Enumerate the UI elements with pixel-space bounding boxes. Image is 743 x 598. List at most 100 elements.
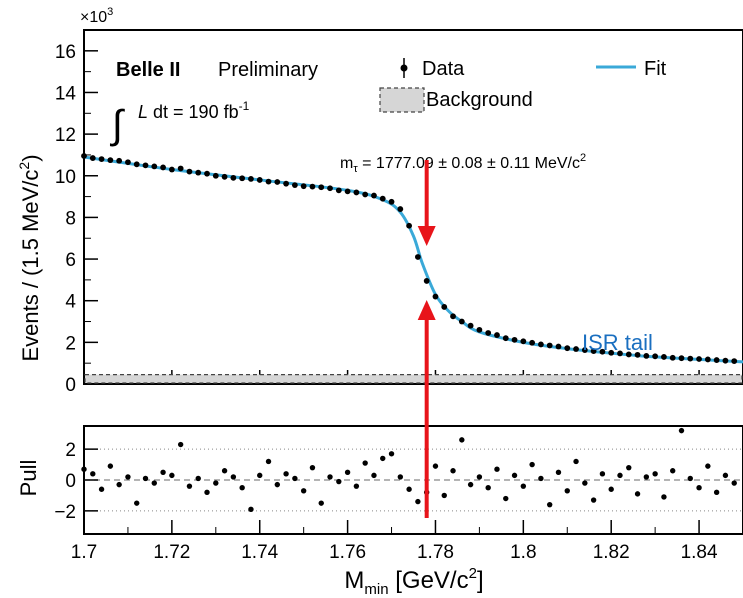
data-point (432, 293, 439, 300)
main-plot-frame (83, 29, 743, 385)
pull-point (221, 468, 228, 474)
pull-point (564, 488, 570, 494)
data-point (151, 163, 158, 170)
legend-background-box (379, 87, 425, 113)
data-point (204, 170, 210, 177)
pull-point (134, 500, 140, 506)
data-point (652, 353, 659, 360)
pull-point (248, 506, 254, 513)
pull-point (116, 481, 122, 488)
data-point (335, 187, 342, 194)
pull-point (599, 471, 606, 477)
data-point (353, 189, 360, 196)
isr-tail-annotation: ISR tail (582, 330, 653, 355)
pull-point (353, 483, 360, 489)
data-point (722, 357, 729, 364)
pull-point (362, 460, 368, 466)
pull-point (257, 472, 263, 479)
data-point (89, 155, 96, 161)
pull-point (450, 468, 456, 474)
pull-point (687, 475, 693, 482)
data-point (168, 166, 175, 173)
pull-point (344, 469, 351, 475)
arrow-down-head (417, 226, 436, 246)
pull-point (476, 474, 483, 480)
data-point (704, 356, 711, 363)
data-point (256, 177, 263, 183)
data-point (423, 278, 430, 284)
data-point (195, 169, 202, 176)
pull-x-ticks: 1.7 1.72 1.74 1.76 1.78 1.8 1.82 1.84 (71, 520, 743, 563)
x-tick-label: 1.8 (510, 542, 536, 563)
data-point (221, 173, 228, 180)
data-point (265, 178, 272, 185)
pull-point (441, 492, 447, 499)
data-point (485, 330, 492, 336)
mass-result-sup: 2 (580, 152, 586, 164)
main-y-tick-label: 16 (55, 42, 76, 63)
pull-point (177, 441, 184, 448)
main-y-tick-label: 14 (55, 83, 77, 104)
pull-point (415, 498, 421, 505)
data-point (546, 342, 553, 349)
data-point (634, 351, 641, 358)
pull-point (705, 463, 711, 469)
pull-point (696, 485, 702, 491)
status-label: Preliminary (218, 59, 318, 81)
pull-y-tick-label: 2 (65, 440, 76, 461)
data-point (371, 192, 377, 199)
data-point (731, 358, 738, 364)
pull-point (239, 485, 245, 491)
data-point (388, 198, 395, 205)
pull-point (590, 497, 597, 503)
pull-point (265, 458, 272, 465)
data-point (248, 175, 254, 182)
data-point (538, 341, 544, 348)
legend-background-label: Background (426, 89, 533, 111)
pull-point (617, 472, 623, 479)
pull-point (397, 474, 404, 480)
main-y-tick-label: 12 (55, 125, 76, 146)
pull-point (125, 474, 131, 480)
data-point (186, 168, 193, 175)
data-point (520, 338, 527, 345)
data-point (116, 157, 123, 164)
pull-point (713, 489, 720, 496)
legend-fit-label: Fit (644, 58, 667, 80)
pull-point (731, 480, 737, 486)
data-point (590, 348, 597, 354)
data-point (511, 336, 518, 343)
pull-point (494, 466, 500, 472)
data-point (177, 165, 184, 172)
pull-point (573, 458, 579, 465)
pull-point (380, 455, 386, 462)
data-point (344, 188, 351, 195)
pull-point (626, 464, 632, 471)
data-point (212, 172, 219, 179)
x-tick-label: 1.76 (329, 542, 366, 563)
pull-point (678, 427, 685, 434)
pull-point (538, 475, 544, 482)
main-y-tick-label: 10 (55, 167, 76, 188)
x-axis-label: Mmin [GeV/c2] (344, 565, 483, 598)
luminosity-integral: ∫ (110, 103, 126, 147)
data-point (696, 356, 702, 362)
pull-point (459, 437, 465, 443)
pull-point (652, 471, 658, 477)
data-point (397, 206, 404, 212)
data-point (502, 335, 509, 342)
pull-point (371, 472, 377, 479)
pull-point (661, 494, 667, 500)
pull-point (670, 468, 676, 474)
x-tick-label: 1.74 (241, 542, 278, 563)
pull-point (169, 472, 175, 479)
mass-result: mτ = 1777.09 ± 0.08 ± 0.11 MeV/c2 (340, 152, 586, 175)
data-point (494, 332, 500, 338)
main-y-ticks: 0 2 4 6 8 10 12 14 16 (55, 42, 98, 396)
pull-point (274, 481, 281, 488)
data-point (678, 355, 685, 362)
pull-point (160, 469, 166, 475)
data-point (274, 179, 281, 185)
pull-point (213, 480, 219, 486)
data-point (573, 346, 579, 352)
